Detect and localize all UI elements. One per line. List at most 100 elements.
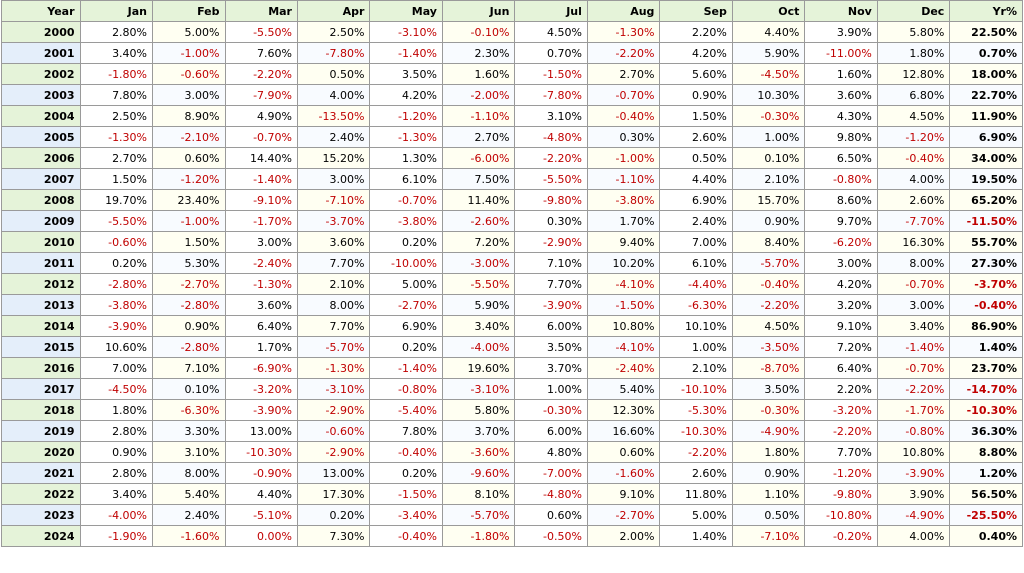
- monthly-return: 0.60%: [586, 441, 661, 463]
- year-row: 2001 3.40% -1.00% 7.60% -7.80% -1.40% 2.30% 0.7…: [1, 42, 1023, 64]
- monthly-return: 4.00%: [296, 84, 371, 106]
- monthly-return: -1.70%: [224, 210, 298, 232]
- monthly-return: 3.00%: [876, 294, 951, 316]
- monthly-return: -6.90%: [224, 357, 298, 379]
- monthly-return: 9.10%: [804, 315, 878, 337]
- monthly-return: -1.50%: [369, 483, 443, 505]
- monthly-return: 7.00%: [659, 231, 733, 253]
- monthly-return: -0.70%: [369, 189, 443, 211]
- monthly-return: -1.30%: [586, 21, 661, 43]
- year-cell: 2014: [1, 315, 81, 337]
- monthly-return: 2.60%: [659, 126, 733, 148]
- monthly-return: -0.10%: [441, 21, 516, 43]
- monthly-return: -2.90%: [296, 399, 371, 421]
- monthly-return: 2.10%: [296, 273, 371, 295]
- year-cell: 2009: [1, 210, 81, 232]
- annual-return: 1.40%: [949, 336, 1023, 358]
- year-row: 2017 -4.50% 0.10% -3.20% -3.10% -0.80% -3.10% 1…: [1, 378, 1023, 400]
- annual-return: 27.30%: [949, 252, 1023, 274]
- monthly-return: -5.10%: [224, 504, 298, 526]
- monthly-return: 2.80%: [79, 462, 154, 484]
- monthly-return: 8.90%: [152, 105, 226, 127]
- monthly-return: -1.40%: [369, 357, 443, 379]
- monthly-return: 3.30%: [152, 420, 226, 442]
- monthly-return: 9.80%: [804, 126, 878, 148]
- monthly-return: 1.80%: [79, 399, 154, 421]
- monthly-return: 1.10%: [731, 483, 806, 505]
- monthly-return: -3.10%: [369, 21, 443, 43]
- monthly-return: -3.80%: [369, 210, 443, 232]
- monthly-return: 1.00%: [659, 336, 733, 358]
- monthly-return: -3.60%: [441, 441, 516, 463]
- year-row: 2009 -5.50% -1.00% -1.70% -3.70% -3.80% -2.60%…: [1, 210, 1023, 232]
- monthly-return: 3.60%: [224, 294, 298, 316]
- year-row: 2004 2.50% 8.90% 4.90% -13.50% -1.20% -1.10% 3.…: [1, 105, 1023, 127]
- monthly-return: 3.00%: [804, 252, 878, 274]
- monthly-return: -0.40%: [731, 273, 806, 295]
- monthly-return: 12.80%: [876, 63, 951, 85]
- monthly-return: 12.30%: [586, 399, 661, 421]
- monthly-return: -1.20%: [876, 126, 951, 148]
- monthly-return: 0.10%: [731, 147, 806, 169]
- monthly-return: 0.20%: [369, 462, 443, 484]
- year-cell: 2020: [1, 441, 81, 463]
- annual-return: 36.30%: [949, 420, 1023, 442]
- monthly-return: -0.40%: [586, 105, 661, 127]
- monthly-return: 15.70%: [731, 189, 806, 211]
- year-cell: 2017: [1, 378, 81, 400]
- monthly-return: 3.40%: [441, 315, 516, 337]
- monthly-return: -5.70%: [296, 336, 371, 358]
- monthly-return: -2.00%: [441, 84, 516, 106]
- monthly-return: 4.50%: [731, 315, 806, 337]
- monthly-return: -2.10%: [152, 126, 226, 148]
- year-row: 2008 19.70% 23.40% -9.10% -7.10% -0.70% 11.40%…: [1, 189, 1023, 211]
- monthly-return: -4.10%: [586, 336, 661, 358]
- monthly-return: 7.80%: [79, 84, 154, 106]
- monthly-return: -4.10%: [586, 273, 661, 295]
- monthly-return: 0.90%: [731, 210, 806, 232]
- monthly-return: 1.00%: [731, 126, 806, 148]
- monthly-return: 5.30%: [152, 252, 226, 274]
- monthly-return: -0.20%: [804, 525, 878, 547]
- annual-return: 18.00%: [949, 63, 1023, 85]
- monthly-return: 10.20%: [586, 252, 661, 274]
- monthly-return: -6.30%: [659, 294, 733, 316]
- year-cell: 2002: [1, 63, 81, 85]
- monthly-return: 1.50%: [79, 168, 154, 190]
- monthly-return: -2.90%: [296, 441, 371, 463]
- monthly-return: 0.90%: [659, 84, 733, 106]
- monthly-return: 4.50%: [514, 21, 588, 43]
- monthly-return: 0.20%: [369, 336, 443, 358]
- monthly-return: -3.70%: [296, 210, 371, 232]
- annual-return: -11.50%: [949, 210, 1023, 232]
- year-cell: 2004: [1, 105, 81, 127]
- annual-return: 65.20%: [949, 189, 1023, 211]
- monthly-return: 13.00%: [224, 420, 298, 442]
- monthly-return: -2.20%: [804, 420, 878, 442]
- monthly-return: 8.10%: [441, 483, 516, 505]
- monthly-return: -9.10%: [224, 189, 298, 211]
- monthly-return: -2.20%: [224, 63, 298, 85]
- monthly-return: -0.30%: [731, 399, 806, 421]
- monthly-return: -2.20%: [659, 441, 733, 463]
- monthly-return: 5.00%: [369, 273, 443, 295]
- monthly-return: 0.20%: [79, 252, 154, 274]
- monthly-return: 0.00%: [224, 525, 298, 547]
- monthly-return: 6.00%: [514, 420, 588, 442]
- monthly-return: -5.70%: [441, 504, 516, 526]
- column-header: Jun: [441, 0, 516, 22]
- monthly-return: 11.40%: [441, 189, 516, 211]
- monthly-return: 17.30%: [296, 483, 371, 505]
- year-row: 2022 3.40% 5.40% 4.40% 17.30% -1.50% 8.10% -4.8…: [1, 483, 1023, 505]
- monthly-return: -9.60%: [441, 462, 516, 484]
- annual-return: -3.70%: [949, 273, 1023, 295]
- year-cell: 2005: [1, 126, 81, 148]
- monthly-return: -1.30%: [296, 357, 371, 379]
- monthly-return: 10.30%: [731, 84, 806, 106]
- year-cell: 2016: [1, 357, 81, 379]
- monthly-return: 0.30%: [586, 126, 661, 148]
- monthly-return: -4.90%: [731, 420, 806, 442]
- monthly-return: 1.60%: [804, 63, 878, 85]
- year-row: 2000 2.80% 5.00% -5.50% 2.50% -3.10% -0.10% 4.5…: [1, 21, 1023, 43]
- monthly-return: 4.20%: [804, 273, 878, 295]
